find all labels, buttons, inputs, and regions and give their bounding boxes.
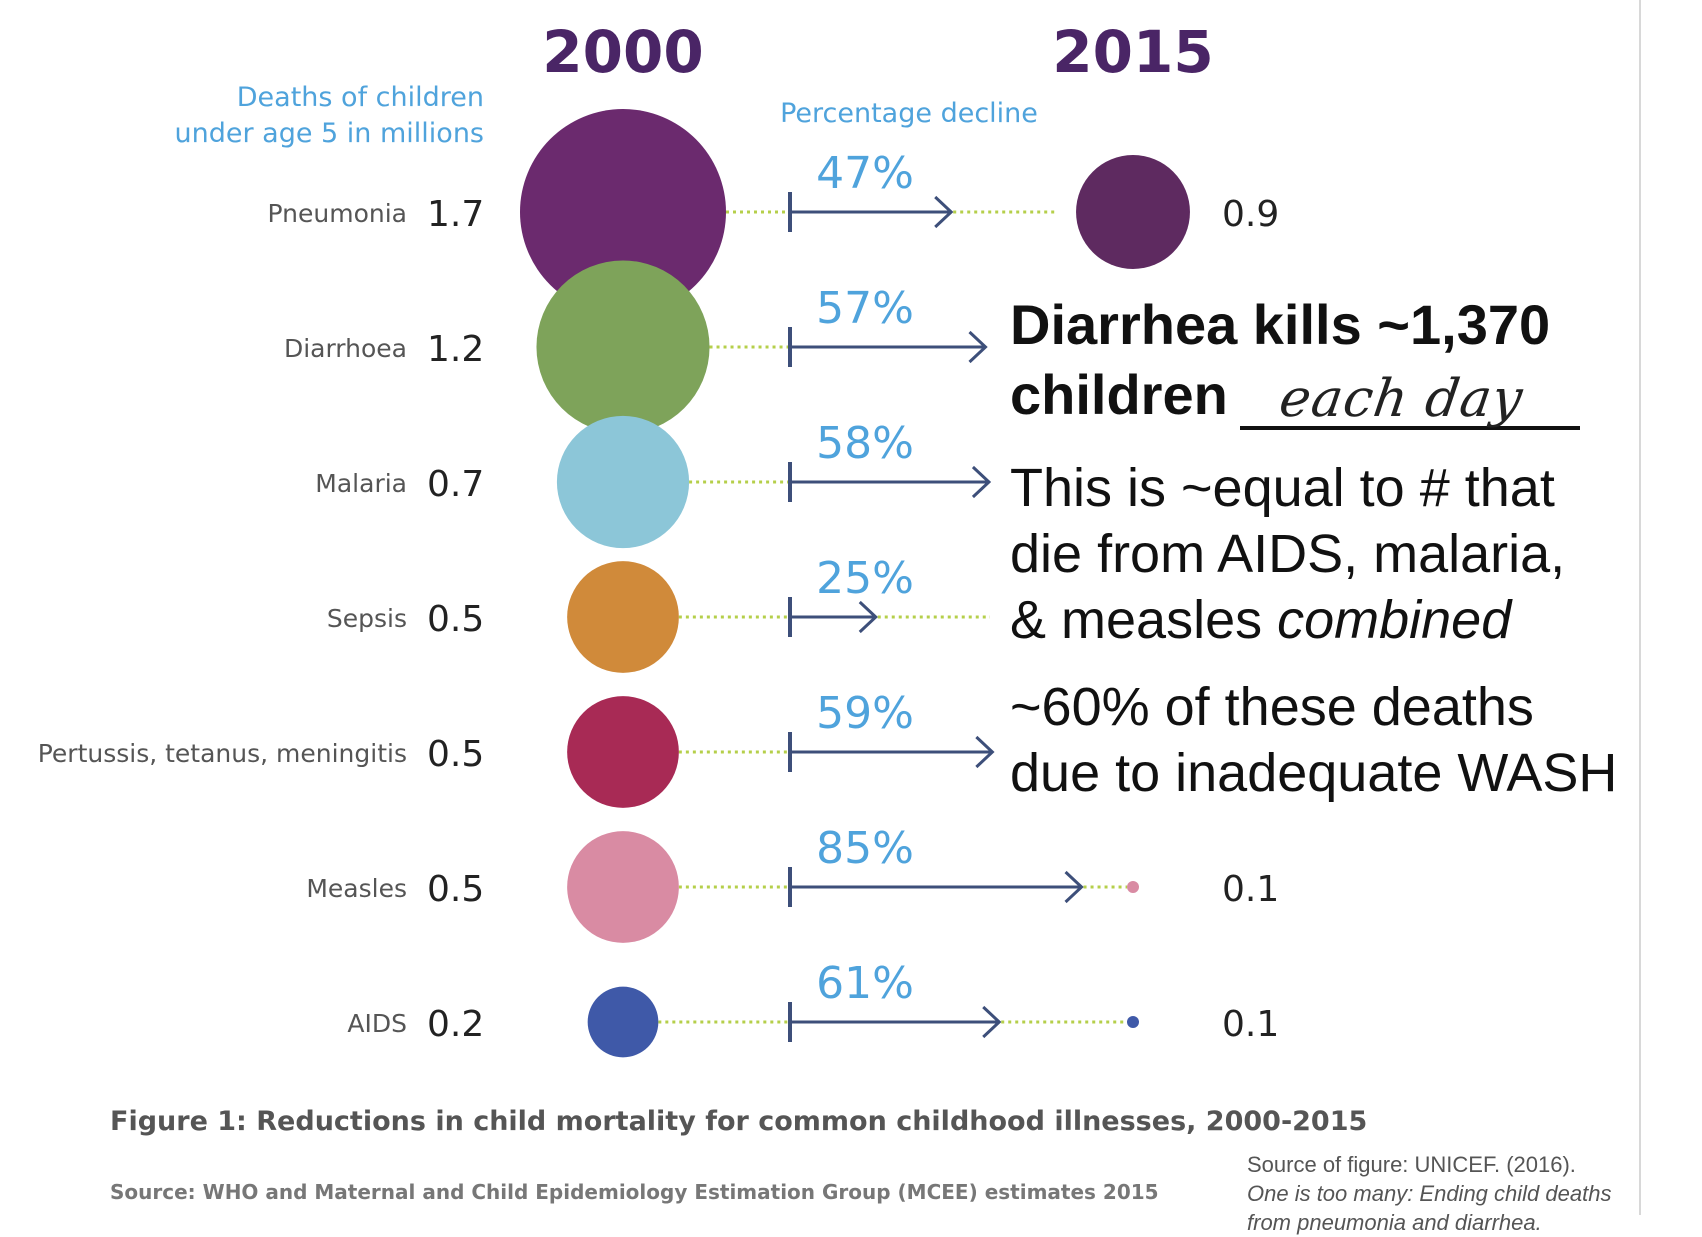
cause-label-diarrhoea: Diarrhoea [284,334,407,363]
headline-children: children [1010,363,1228,426]
decline-label-malaria: 58% [816,418,914,469]
headline-note: Diarrhea kills ~1,370 children each day [1010,290,1580,430]
headline-line-2: children each day [1010,360,1580,430]
value-2000-pneumonia: 1.7 [427,194,484,235]
decline-label-pertussis-tetanus-meningitis: 59% [816,688,914,739]
decline-arrowhead-pneumonia [934,195,954,229]
cause-label-aids: AIDS [347,1009,407,1038]
cause-label-measles: Measles [306,874,407,903]
bubble-2000-measles [567,831,679,943]
bubble-2015-measles [1127,881,1139,893]
value-2000-malaria: 0.7 [427,464,484,505]
cause-label-pertussis-tetanus-meningitis: Pertussis, tetanus, meningitis [38,739,407,768]
wash-note: ~60% of these deaths due to inadequate W… [1010,674,1617,806]
decline-label-aids: 61% [816,958,914,1009]
figure-source-citation: Source of figure: UNICEF. (2016). One is… [1247,1150,1627,1237]
bubble-2000-malaria [556,415,690,549]
citation-line-1: Source of figure: UNICEF. (2016). [1247,1152,1576,1177]
equal-line-3: & measles combined [1010,587,1565,653]
cause-label-malaria: Malaria [315,469,407,498]
value-2000-measles: 0.5 [427,869,484,910]
percentage-decline-label: Percentage decline [780,98,1038,129]
decline-label-pneumonia: 47% [816,148,914,199]
cause-label-sepsis: Sepsis [327,604,407,633]
decline-label-measles: 85% [816,823,914,874]
cause-label-pneumonia: Pneumonia [268,199,407,228]
value-2000-aids: 0.2 [427,1004,484,1045]
decline-arrowhead-sepsis [858,600,878,634]
value-2000-sepsis: 0.5 [427,599,484,640]
equal-line-1: This is ~equal to # that [1010,458,1555,518]
value-2015-pneumonia: 0.9 [1222,194,1279,235]
equal-line-3-italic: combined [1277,590,1512,650]
wash-line-2: due to inadequate WASH [1010,743,1618,803]
citation-line-3: from pneumonia and diarrhea. [1247,1210,1542,1235]
bubble-2015-aids [1127,1016,1139,1028]
decline-arrowhead-pertussis-tetanus-meningitis [975,735,995,769]
decline-arrowhead-diarrhoea [968,330,988,364]
figure-caption: Figure 1: Reductions in child mortality … [110,1106,1367,1137]
value-2015-measles: 0.1 [1222,869,1279,910]
bubble-2000-pneumonia [520,109,726,315]
right-margin-rule [1639,0,1641,1215]
value-2000-diarrhoea: 1.2 [427,329,484,370]
fill-in-blank: each day [1239,368,1580,430]
value-2015-aids: 0.1 [1222,1004,1279,1045]
header-2015: 2015 [1052,18,1213,86]
decline-label-diarrhoea: 57% [816,283,914,334]
equal-line-3-plain: & measles [1010,590,1278,650]
header-2000: 2000 [542,18,703,86]
decline-arrowhead-aids [982,1005,1002,1039]
equal-line-2: die from AIDS, malaria, [1010,524,1566,584]
bubble-2000-pertussis-tetanus-meningitis [567,696,679,808]
equal-note: This is ~equal to # that die from AIDS, … [1010,455,1565,653]
citation-line-2: One is too many: Ending child deaths [1247,1181,1612,1206]
handwritten-answer: each day [1275,369,1527,429]
decline-label-sepsis: 25% [816,553,914,604]
decline-arrowhead-measles [1064,870,1084,904]
bubble-2000-diarrhoea [536,260,710,434]
left-axis-label-line2: under age 5 in millions [175,118,485,149]
bubble-2000-aids [587,986,659,1058]
decline-arrowhead-malaria [971,465,992,499]
left-axis-label-line1: Deaths of children [237,82,484,113]
value-2000-pertussis-tetanus-meningitis: 0.5 [427,734,484,775]
bubble-2015-pneumonia [1076,155,1190,269]
headline-line-1: Diarrhea kills ~1,370 [1010,293,1551,356]
bubble-2000-sepsis [567,561,679,673]
figure-data-source: Source: WHO and Maternal and Child Epide… [110,1180,1159,1204]
wash-line-1: ~60% of these deaths [1010,677,1534,737]
